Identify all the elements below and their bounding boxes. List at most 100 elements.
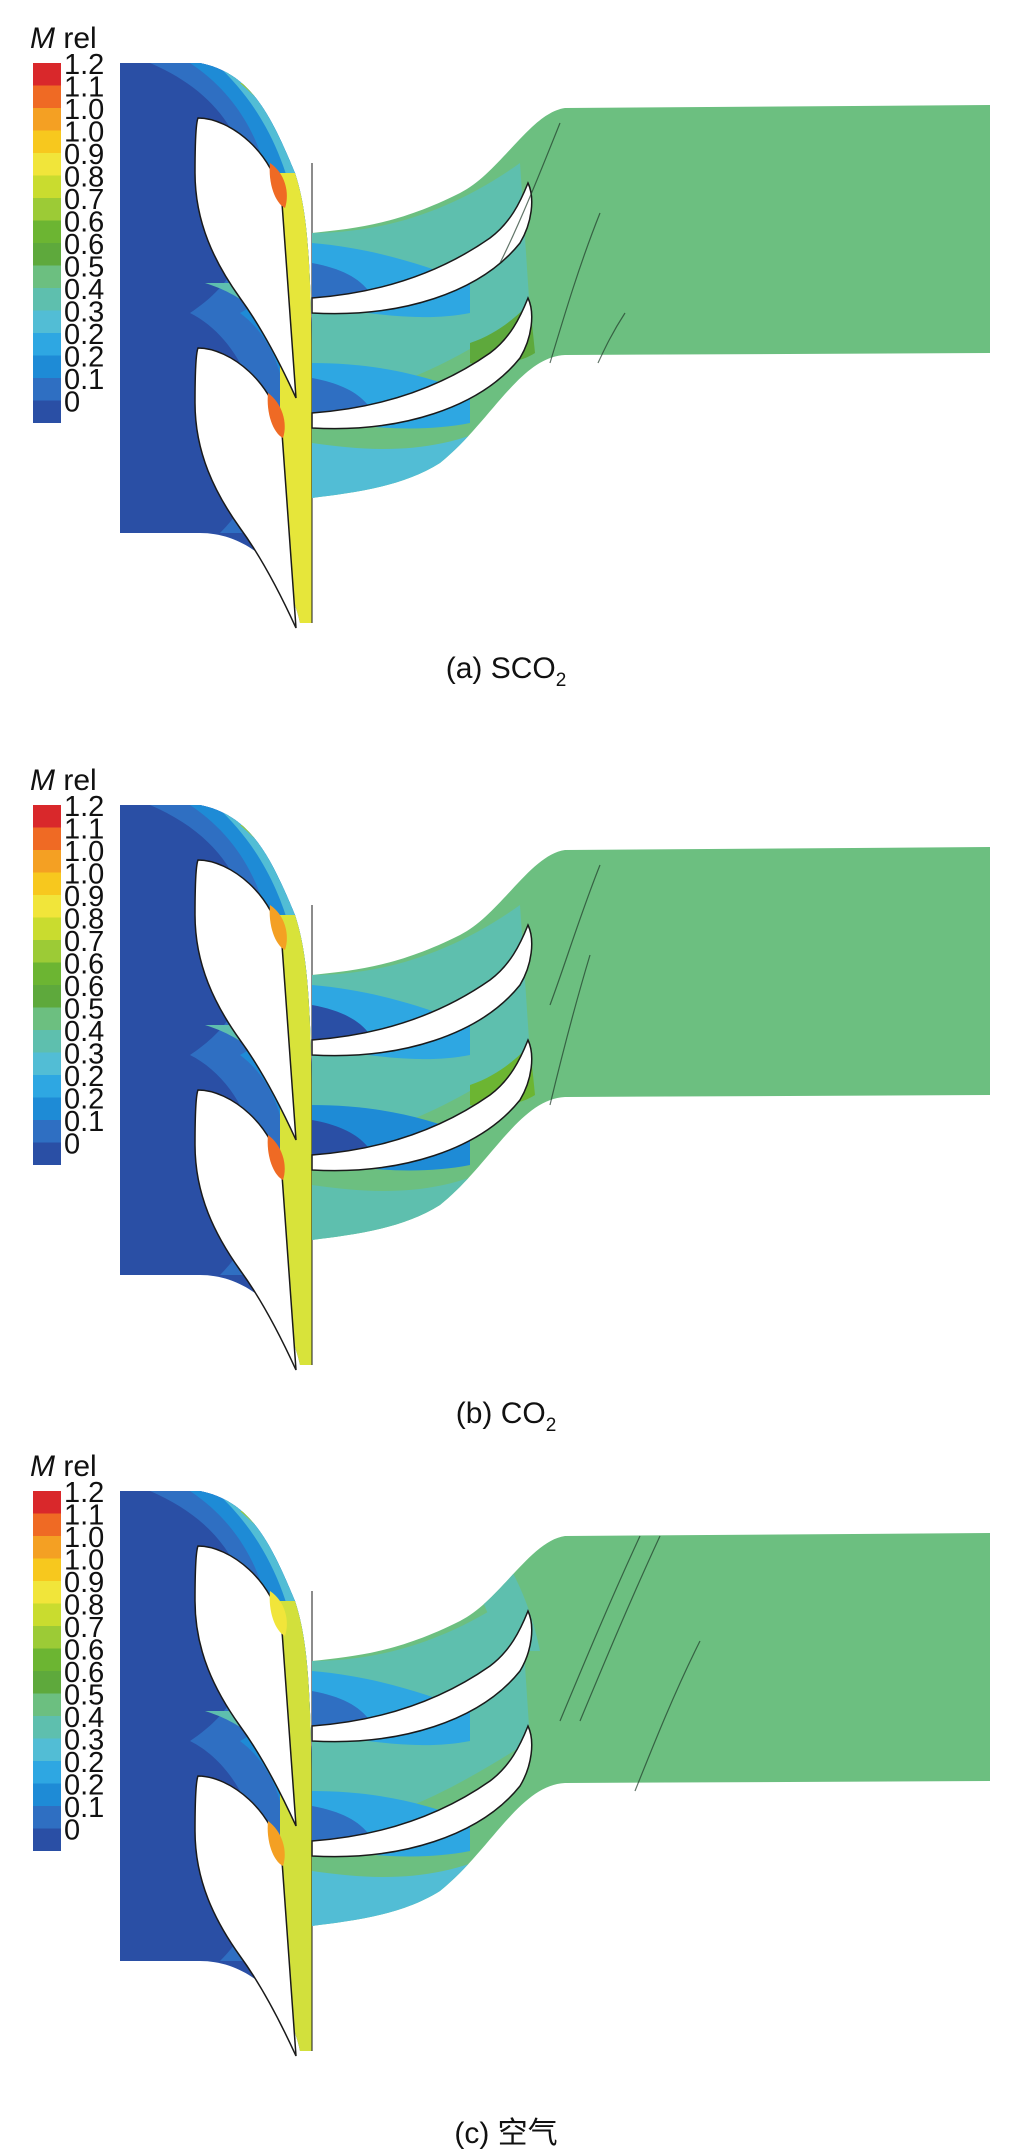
colorbar-swatch: [33, 1097, 61, 1120]
colorbar-swatch: [33, 1558, 61, 1581]
colorbar-swatch: [33, 827, 61, 850]
rotor-blade-2: [311, 1724, 533, 1858]
colorbar-swatch: [33, 917, 61, 940]
rotor-blade-2: [311, 296, 533, 430]
colorbar-swatch: [33, 310, 61, 333]
colorbar-tick-label: 1.2: [64, 49, 104, 81]
colorbar: M rel 1.21.11.01.00.90.80.70.60.60.50.40…: [30, 1450, 104, 1851]
rotor-blade-1: [311, 1609, 533, 1743]
colorbar-tick-label: 0.8: [64, 1590, 104, 1622]
colorbar-tick-label: 1.0: [64, 836, 104, 868]
colorbar-swatch: [33, 1603, 61, 1626]
colorbar-swatch: [33, 243, 61, 266]
colorbar-tick-label: 0.9: [64, 1567, 104, 1599]
colorbar-swatch: [33, 378, 61, 401]
colorbar-swatch: [33, 1693, 61, 1716]
colorbar-tick-label: 1.1: [64, 72, 104, 104]
colorbar-tick-label: 1.0: [64, 117, 104, 149]
colorbar-tick-label: 1.2: [64, 1477, 104, 1509]
colorbar-tick-label: 0.3: [64, 1039, 104, 1071]
caption-c: (c) 空气: [454, 2117, 557, 2150]
colorbar-tick-label: 0.5: [64, 1680, 104, 1712]
colorbar-title: M rel: [30, 764, 97, 797]
colorbar-swatch: [33, 1075, 61, 1098]
colorbar-tick-label: 0.5: [64, 252, 104, 284]
colorbar-swatch: [33, 265, 61, 288]
colorbar-tick-label: 0.2: [64, 1084, 104, 1116]
colorbar-swatch: [33, 175, 61, 198]
colorbar-swatch: [33, 1761, 61, 1784]
colorbar-tick-label: 0.4: [64, 274, 104, 306]
colorbar-swatch: [33, 1581, 61, 1604]
panel-b: M rel 1.21.11.01.00.90.80.70.60.60.50.40…: [30, 764, 990, 1436]
rotor-passage: [311, 847, 990, 1240]
colorbar-swatch: [33, 1738, 61, 1761]
colorbar-swatch: [33, 805, 61, 828]
colorbar-tick-label: 0.2: [64, 1061, 104, 1093]
colorbar-tick-label: 0.7: [64, 1612, 104, 1644]
colorbar-swatch: [33, 355, 61, 378]
colorbar-swatch: [33, 108, 61, 131]
colorbar-tick-label: 1.1: [64, 814, 104, 846]
colorbar-title: M rel: [30, 22, 97, 55]
colorbar-tick-label: 0: [64, 1815, 80, 1847]
colorbar-swatch: [33, 850, 61, 873]
rotor-passage: [311, 105, 990, 498]
stator-passage: [120, 1491, 313, 2057]
colorbar: M rel 1.21.11.01.00.90.80.70.60.60.50.40…: [30, 764, 104, 1165]
rotor-blade-2: [311, 1038, 533, 1172]
colorbar-tick-label: 0.2: [64, 1770, 104, 1802]
colorbar-swatch: [33, 1030, 61, 1053]
colorbar-tick-label: 0: [64, 387, 80, 419]
colorbar-swatch: [33, 63, 61, 86]
colorbar-tick-label: 0.2: [64, 342, 104, 374]
colorbar-swatch: [33, 872, 61, 895]
colorbar-swatch: [33, 220, 61, 243]
colorbar-tick-label: 0.5: [64, 994, 104, 1026]
colorbar-title: M rel: [30, 1450, 97, 1483]
colorbar-tick-label: 0.6: [64, 1657, 104, 1689]
colorbar-tick-label: 1.0: [64, 1522, 104, 1554]
colorbar-tick-label: 0.1: [64, 1106, 104, 1138]
colorbar-tick-label: 0.3: [64, 297, 104, 329]
colorbar-swatch: [33, 1648, 61, 1671]
colorbar-swatch: [33, 1783, 61, 1806]
colorbar-swatch: [33, 333, 61, 356]
colorbar-swatch: [33, 962, 61, 985]
colorbar-swatch: [33, 198, 61, 221]
caption-b: (b) CO2: [456, 1397, 557, 1436]
colorbar-swatch: [33, 1142, 61, 1165]
rotor-blade-1: [311, 923, 533, 1057]
stator-passage: [120, 805, 313, 1371]
colorbar-swatch: [33, 940, 61, 963]
rotor-passage: [311, 1533, 990, 1926]
colorbar-tick-label: 0.9: [64, 139, 104, 171]
colorbar-swatch: [33, 85, 61, 108]
panel-c: M rel 1.21.11.01.00.90.80.70.60.60.50.40…: [30, 1450, 990, 2150]
colorbar-tick-label: 0.9: [64, 881, 104, 913]
colorbar-swatch: [33, 1536, 61, 1559]
colorbar-tick-label: 0.6: [64, 1635, 104, 1667]
colorbar-tick-label: 1.1: [64, 1500, 104, 1532]
colorbar-swatch: [33, 153, 61, 176]
colorbar-swatch: [33, 288, 61, 311]
colorbar-swatch: [33, 1052, 61, 1075]
colorbar-swatch: [33, 1806, 61, 1829]
colorbar-tick-label: 0.2: [64, 1747, 104, 1779]
colorbar-tick-label: 0.4: [64, 1016, 104, 1048]
colorbar-tick-label: 0.8: [64, 162, 104, 194]
stator-passage: [120, 63, 313, 629]
colorbar-tick-label: 0.7: [64, 926, 104, 958]
colorbar-swatch: [33, 1716, 61, 1739]
rotor-blade-1: [311, 181, 533, 315]
colorbar-tick-label: 0.3: [64, 1725, 104, 1757]
caption-a: (a) SCO2: [446, 652, 567, 691]
colorbar-tick-label: 1.0: [64, 859, 104, 891]
colorbar-tick-label: 1.2: [64, 791, 104, 823]
colorbar-swatch: [33, 1120, 61, 1143]
colorbar-swatch: [33, 895, 61, 918]
colorbar-tick-label: 0.2: [64, 319, 104, 351]
colorbar-tick-label: 1.0: [64, 94, 104, 126]
colorbar-tick-label: 0.6: [64, 949, 104, 981]
